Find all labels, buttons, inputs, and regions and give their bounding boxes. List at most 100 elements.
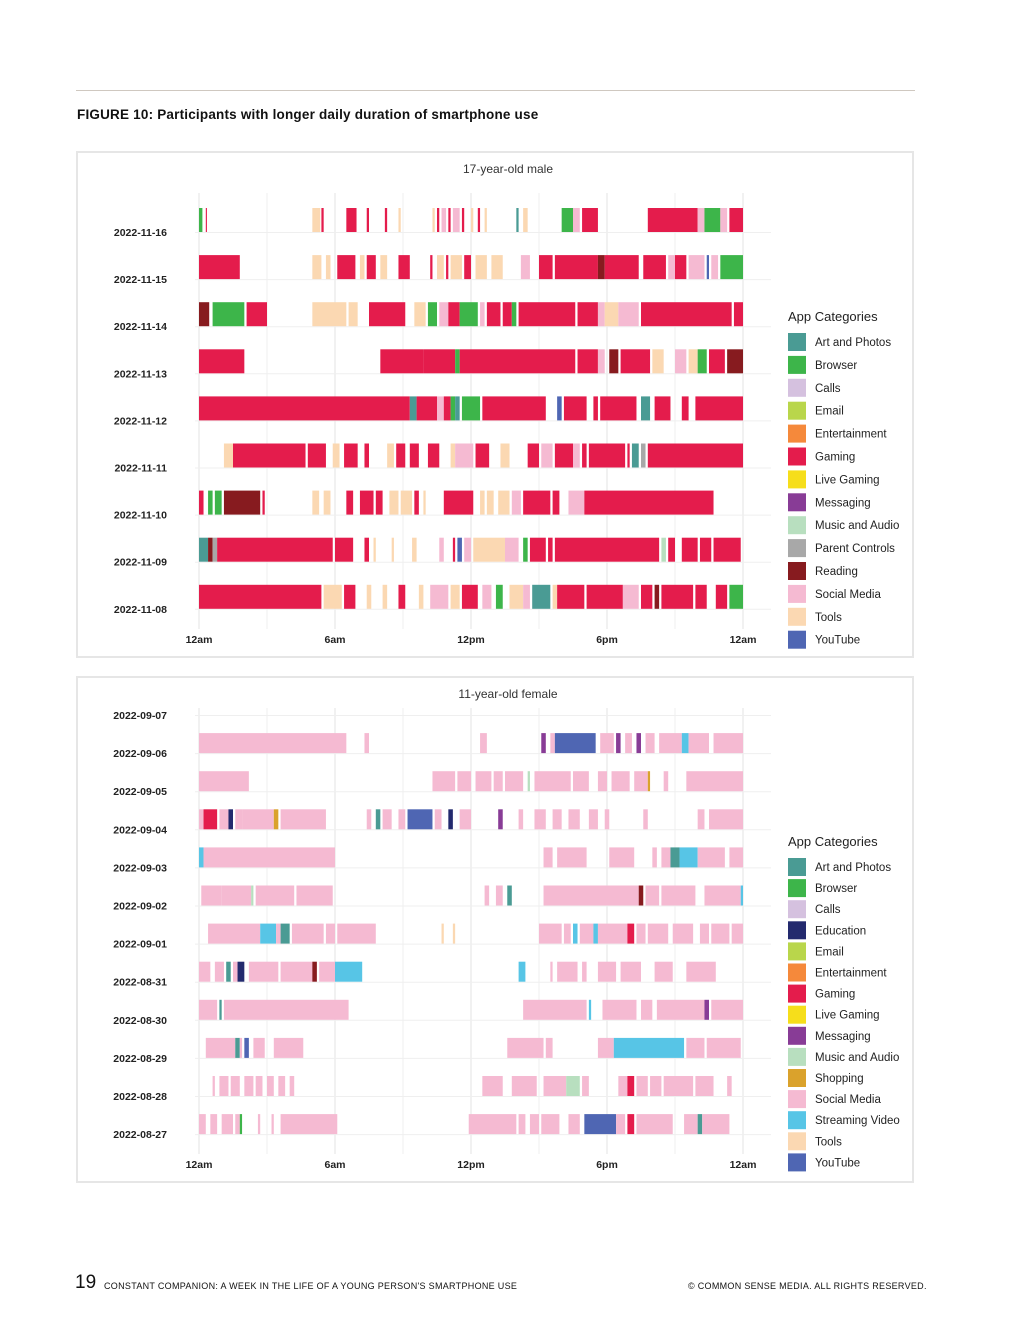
usage-bar-gaming: [554, 537, 660, 562]
usage-bar-gaming: [437, 208, 440, 232]
date-label: 2022-11-09: [114, 557, 167, 569]
usage-bar-social-media: [641, 999, 653, 1020]
usage-bar-social-media: [582, 1076, 589, 1096]
usage-bar-social-media: [702, 1114, 730, 1135]
day-row: 2022-08-30: [113, 999, 743, 1027]
usage-bar-gaming: [344, 584, 356, 609]
usage-bar-social-media: [434, 809, 442, 830]
legend-swatch-calls: [788, 378, 806, 397]
usage-bar-tools: [500, 443, 510, 468]
usage-bar-music-and-audio: [566, 1076, 580, 1096]
usage-bar-streaming-video: [740, 885, 743, 906]
usage-bar-social-media: [620, 961, 641, 982]
usage-bar-tools: [486, 490, 494, 515]
usage-bar-gaming: [557, 584, 585, 609]
usage-bar-tools: [323, 490, 331, 515]
usage-bar-social-media: [709, 809, 743, 830]
usage-bar-social-media: [235, 1114, 240, 1135]
usage-bar-streaming-video: [681, 733, 689, 754]
legend-swatch-social-media: [788, 584, 806, 603]
usage-bar-social-media: [545, 1037, 553, 1058]
usage-bar-social-media: [480, 733, 487, 754]
legend-title: App Categories: [788, 834, 878, 849]
legend-label: Calls: [815, 383, 841, 395]
usage-bar-messaging: [636, 733, 641, 754]
usage-bar-gaming: [203, 809, 218, 830]
date-label: 2022-08-27: [113, 1129, 167, 1141]
usage-bar-gaming: [554, 255, 598, 280]
usage-bar-social-media: [573, 771, 589, 792]
usage-bar-tools: [423, 490, 426, 515]
usage-bar-social-media: [636, 1076, 648, 1096]
usage-bar-streaming-video: [199, 847, 204, 868]
usage-bar-gaming: [529, 537, 546, 562]
legend-swatch-streaming-video: [788, 1111, 806, 1130]
usage-bar-social-media: [573, 208, 580, 232]
usage-bar-tools: [418, 584, 424, 609]
usage-bar-tools: [523, 208, 528, 232]
usage-bar-tools: [348, 302, 358, 327]
day-row: 2022-09-06: [113, 733, 743, 760]
usage-bar-gaming: [668, 537, 675, 562]
usage-bar-gaming: [262, 490, 265, 515]
usage-bar-gaming: [335, 537, 354, 562]
figure-title: FIGURE 10: Participants with longer dail…: [77, 107, 539, 122]
usage-bar-social-media: [523, 584, 530, 609]
usage-bar-social-media: [439, 537, 444, 562]
usage-bar-tools: [325, 255, 331, 280]
usage-bar-gaming: [475, 443, 490, 468]
usage-bar-social-media: [244, 1076, 254, 1096]
usage-bar-browser: [214, 490, 222, 515]
usage-bar-social-media: [611, 771, 630, 792]
usage-bar-gaming: [661, 584, 694, 609]
usage-bar-gaming: [604, 255, 639, 280]
usage-bar-gaming: [641, 302, 732, 327]
usage-bar-gaming: [523, 490, 551, 515]
chart-panel-male: 17-year-old male 2022-11-16 2022-11-15 2022…: [76, 151, 914, 658]
usage-bar-gaming: [552, 490, 560, 515]
usage-bar-gaming: [423, 349, 456, 374]
usage-bar-social-media: [711, 255, 719, 280]
legend-swatch-tools: [788, 1132, 806, 1151]
usage-bar-browser: [523, 537, 528, 562]
usage-bar-tools: [359, 255, 365, 280]
usage-bar-gaming: [346, 208, 357, 232]
usage-bar-social-media: [550, 961, 553, 982]
usage-bar-social-media: [636, 923, 646, 944]
usage-bar-social-media: [729, 847, 743, 868]
usage-bar-gaming: [409, 443, 419, 468]
usage-bar-tools: [471, 208, 474, 232]
usage-bar-tools: [312, 302, 347, 327]
usage-bar-social-media: [597, 302, 605, 327]
date-label: 2022-11-12: [114, 415, 167, 427]
usage-bar-social-media: [439, 302, 449, 327]
usage-bar-gaming: [563, 396, 587, 421]
day-row: 2022-09-04: [113, 809, 743, 836]
usage-bar-social-media: [199, 733, 347, 754]
usage-bar-gaming: [443, 490, 474, 515]
usage-bar-youtube: [706, 255, 709, 280]
usage-bar-gaming: [482, 396, 546, 421]
usage-bar-browser: [455, 349, 460, 374]
usage-bar-gaming: [205, 208, 207, 232]
usage-bar-social-media: [219, 809, 229, 830]
usage-bar-reading: [208, 537, 213, 562]
usage-bar-tools: [366, 584, 372, 609]
date-label: 2022-11-15: [114, 274, 167, 286]
usage-bar-social-media: [199, 771, 249, 792]
usage-bar-tools: [484, 208, 487, 232]
usage-bar-gaming: [427, 443, 440, 468]
legend-swatch-browser: [788, 879, 806, 898]
usage-bar-social-media: [432, 771, 456, 792]
usage-bar-gaming: [461, 208, 465, 232]
usage-bar-tools: [688, 349, 698, 374]
usage-bar-social-media: [398, 809, 406, 830]
usage-bar-social-media: [645, 885, 660, 906]
usage-bar-browser: [450, 396, 456, 421]
day-row: 2022-11-13: [114, 349, 743, 380]
date-label: 2022-08-31: [113, 977, 167, 989]
usage-bar-gaming: [627, 1114, 635, 1135]
usage-bar-social-media: [568, 490, 585, 515]
usage-bar-social-media: [223, 999, 349, 1020]
usage-bar-art-and-photos: [226, 961, 231, 982]
